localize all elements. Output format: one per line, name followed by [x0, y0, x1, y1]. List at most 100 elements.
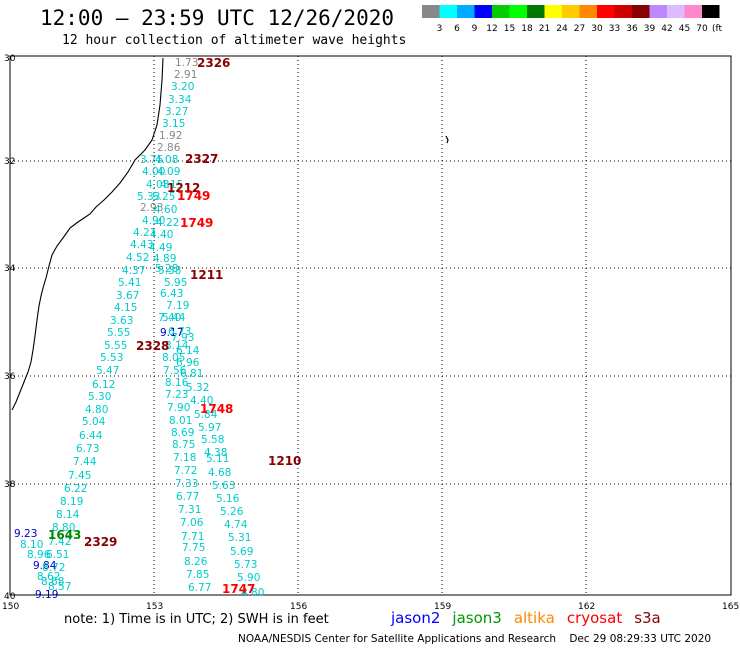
- wave-height-value: 8.01: [169, 415, 192, 427]
- wave-height-value: 5.58: [201, 434, 224, 446]
- wave-height-value: 4.80: [241, 587, 264, 599]
- wave-height-value: 4.37: [122, 265, 145, 277]
- wave-height-value: 6.73: [76, 443, 99, 455]
- wave-height-value: 4.08: [146, 179, 169, 191]
- wave-height-value: 1.92: [159, 130, 182, 142]
- wave-height-value: 5.26: [220, 506, 244, 518]
- plot-frame: [9, 55, 732, 596]
- wave-height-value: 8.14: [165, 340, 189, 352]
- wave-height-value: 6.43: [160, 288, 183, 300]
- lon-label: 165: [722, 602, 739, 610]
- scale-label: 30: [591, 24, 603, 34]
- wave-height-value: 4.89: [153, 253, 176, 265]
- wave-height-value: 5.69: [230, 546, 253, 558]
- scale-label: 42: [661, 24, 672, 34]
- wave-height-value: 7.85: [186, 569, 209, 581]
- time-label: 2328: [136, 339, 169, 353]
- wave-height-value: 5.84: [194, 409, 218, 421]
- wave-height-value: 4.49: [149, 242, 172, 254]
- wave-height-value: 7.33: [175, 478, 198, 490]
- scale-label: 70: [696, 24, 708, 34]
- wave-height-value: 7.71: [181, 531, 204, 543]
- wave-height-value: 3.27: [165, 106, 188, 118]
- scale-label: 21: [539, 24, 550, 34]
- scale-swatch: [527, 5, 545, 18]
- scale-label: 39: [644, 24, 656, 34]
- lat-label: 36: [4, 372, 16, 382]
- wave-height-value: 7.90: [167, 402, 190, 414]
- wave-height-value: 4.90: [142, 215, 165, 227]
- scale-swatch: [457, 5, 475, 18]
- lat-label: 30: [4, 54, 16, 64]
- wave-height-value: 4.52: [126, 252, 149, 264]
- wave-height-value: 8.10: [20, 539, 43, 551]
- wave-height-value: 3.75: [140, 154, 163, 166]
- map-title: 12:00 – 23:59 UTC 12/26/2020: [40, 6, 395, 30]
- time-label: 1210: [268, 454, 301, 468]
- time-label: 1747: [222, 582, 255, 596]
- coastline: [11, 57, 164, 411]
- wave-height-value: 8.26: [184, 556, 208, 568]
- scale-swatch: [649, 5, 667, 18]
- time-label: 1749: [177, 189, 210, 203]
- footnote: note: 1) Time is in UTC; 2) SWH is in fe…: [64, 612, 329, 627]
- wave-height-value: 7.56: [163, 365, 187, 377]
- wave-height-value: 4.74: [224, 519, 248, 531]
- wave-height-value: 6.51: [46, 549, 69, 561]
- wave-height-value: 3.20: [171, 81, 194, 93]
- scale-swatch: [632, 5, 650, 18]
- map-subtitle: 12 hour collection of altimeter wave hei…: [62, 33, 407, 48]
- wave-height-value: 4.43: [130, 239, 153, 251]
- wave-height-value: 4.68: [208, 467, 231, 479]
- wave-height-value: 2.86: [157, 142, 181, 154]
- scale-label: 3: [437, 24, 443, 34]
- scale-swatch: [667, 5, 685, 18]
- legend-altika: altika: [513, 609, 555, 627]
- wave-height-value: 5.44: [162, 312, 186, 324]
- scale-label: 45: [679, 24, 690, 34]
- time-label: 1211: [190, 268, 223, 282]
- wave-height-value: 9.17: [160, 327, 183, 339]
- grid: [10, 56, 731, 595]
- wave-height-value: 5.28: [155, 263, 178, 275]
- scale-swatch: [614, 5, 632, 18]
- wave-height-value: 8.68: [41, 576, 64, 588]
- lat-label: 40: [4, 592, 16, 602]
- wave-height-value: 8.19: [60, 496, 83, 508]
- wave-height-value: 8.14: [56, 509, 80, 521]
- time-label: 1643: [48, 528, 81, 542]
- legend-jason2: jason2: [391, 609, 441, 627]
- wave-height-value: 6.77: [188, 582, 211, 594]
- time-labels: 2326232712121749174912112328174812101643…: [48, 56, 301, 596]
- scale-swatch: [544, 5, 562, 18]
- scale-swatch: [579, 5, 597, 18]
- scale-label: 15: [504, 24, 515, 34]
- scale-label: 33: [609, 24, 620, 34]
- wave-height-value: 6.77: [176, 491, 199, 503]
- wave-height-value: 7.45: [68, 470, 91, 482]
- wave-height-value: 4.15: [114, 302, 137, 314]
- satellite-legend: jason2 jason3 altika cryosat s3a: [391, 609, 673, 627]
- wave-height-value: 7.42: [48, 536, 71, 548]
- lat-label: 34: [4, 264, 16, 274]
- wave-height-value: 8.57: [48, 581, 71, 593]
- wave-height-value: 5.11: [206, 453, 229, 465]
- wave-height-value: 7.40: [158, 312, 181, 324]
- wave-height-value: 6.73: [168, 326, 191, 338]
- wave-height-value: 6.22: [64, 483, 87, 495]
- scale-unit: (ft): [712, 24, 722, 34]
- wave-height-value: 7.23: [165, 389, 188, 401]
- wave-height-value: 5.31: [228, 532, 251, 544]
- scale-swatch: [597, 5, 615, 18]
- wave-height-value: 4.21: [133, 227, 156, 239]
- wave-height-value: 4.22: [156, 217, 179, 229]
- wave-height-value: 5.97: [198, 422, 221, 434]
- wave-height-value: 5.38: [158, 265, 181, 277]
- scale-swatch: [439, 5, 457, 18]
- scale-label: 27: [574, 24, 585, 34]
- wave-height-map: 30 32 34 36 38 40 150 153 156 159 162 16…: [2, 54, 739, 610]
- wave-height-value: 2.91: [174, 69, 197, 81]
- scale-swatch: [509, 5, 527, 18]
- wave-height-value: 5.33: [137, 191, 160, 203]
- lon-label: 150: [2, 602, 19, 610]
